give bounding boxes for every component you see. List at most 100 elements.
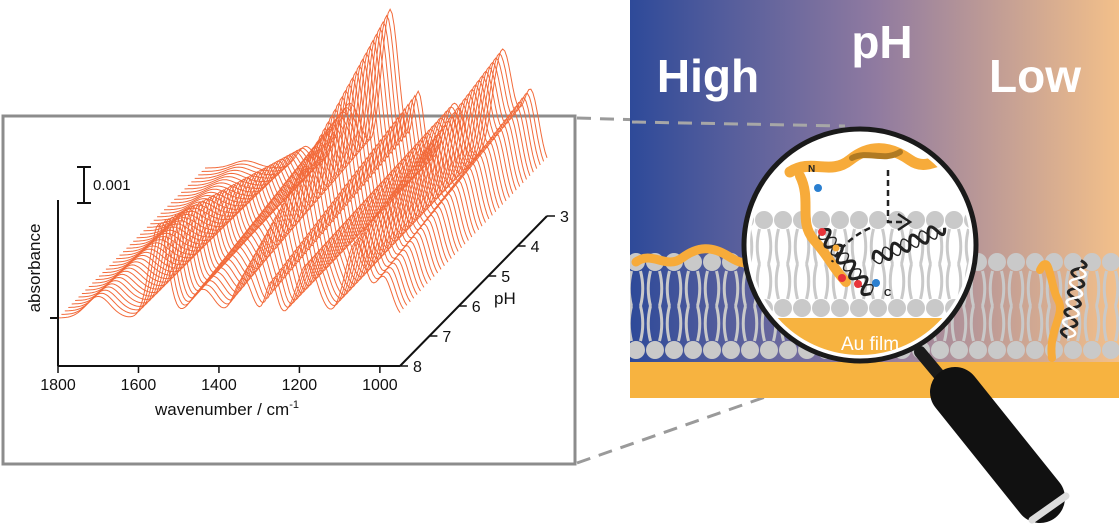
lipid-headgroup xyxy=(665,341,683,359)
lens-lipid-headgroup xyxy=(850,299,868,317)
residue-dot-red xyxy=(838,274,846,282)
lens-lipid-tail xyxy=(774,228,792,265)
ph-tick-label: 7 xyxy=(442,329,451,346)
label-high: High xyxy=(657,50,759,102)
spectrum-trace-ph-7.77 xyxy=(64,219,408,312)
lipid-tail xyxy=(741,305,759,342)
residue-dot-blue-n xyxy=(814,184,822,192)
lipid-tail xyxy=(722,270,740,307)
lipid-headgroup xyxy=(741,341,759,359)
lipid-headgroup xyxy=(760,341,778,359)
lipid-headgroup xyxy=(988,253,1006,271)
lipid-tail xyxy=(988,270,1006,307)
lipid-headgroup xyxy=(779,341,797,359)
x-tick-label: 1000 xyxy=(362,377,398,394)
peptide-ribbon-right xyxy=(1036,260,1065,362)
lipid-tail xyxy=(684,305,702,342)
ph-tick-label: 8 xyxy=(413,359,422,376)
lens-lipid-headgroup xyxy=(831,299,849,317)
lens-lipid-tail xyxy=(926,263,944,300)
lens-lipid-tail xyxy=(869,263,887,300)
lens-lipid-tail xyxy=(774,263,792,300)
lens-content: Au film xyxy=(748,133,972,357)
lipid-tail xyxy=(1083,305,1101,342)
lens-outer-rim xyxy=(741,126,979,364)
c-terminus-label: C xyxy=(884,288,891,299)
lipid-headgroup xyxy=(931,341,949,359)
lipid-headgroup xyxy=(1083,341,1101,359)
lipid-headgroup xyxy=(950,341,968,359)
lipid-tail xyxy=(630,270,645,307)
lipid-tail xyxy=(665,305,683,342)
spectrum-trace-ph-4.74 xyxy=(153,102,497,221)
residue-dot-blue-c xyxy=(872,279,880,287)
y-axis-label: absorbance xyxy=(25,224,44,313)
lens-lipid-tail xyxy=(964,228,972,265)
lipid-tail xyxy=(722,305,740,342)
spectrum-trace-ph-8.00 xyxy=(58,223,401,319)
lens-lipid-headgroup xyxy=(793,299,811,317)
ph-tick-label: 3 xyxy=(560,209,569,226)
magnifier-handle xyxy=(914,346,1070,524)
lens-lipid-headgroup xyxy=(869,299,887,317)
lens-inner-rim xyxy=(746,131,974,359)
lipid-headgroup xyxy=(703,253,721,271)
lipid-tail xyxy=(703,270,721,307)
lipid-headgroup xyxy=(1102,253,1119,271)
lens-lipid-headgroup xyxy=(755,211,773,229)
label-ph: pH xyxy=(851,16,912,68)
lipid-tail xyxy=(630,305,645,342)
lens-lipid-headgroup xyxy=(926,211,944,229)
scale-bar: 0.001 xyxy=(77,166,131,204)
ph-tick-label: 4 xyxy=(531,239,540,256)
residue-dot-red xyxy=(818,228,826,236)
lipid-headgroup xyxy=(1064,341,1082,359)
lipid-headgroup xyxy=(1007,341,1025,359)
ph-tick-label: 5 xyxy=(501,269,510,286)
insertion-arrow-head xyxy=(897,212,913,232)
lens-lipid-headgroup xyxy=(926,299,944,317)
spectrum-trace-ph-7.42 xyxy=(75,214,418,301)
lipid-tail xyxy=(1102,305,1119,342)
lipid-headgroup xyxy=(722,341,740,359)
lens-lipid-headgroup xyxy=(831,211,849,229)
lipid-headgroup xyxy=(969,341,987,359)
x-axis-label: wavenumber / cm-1 xyxy=(154,399,299,419)
ph-axis-line xyxy=(399,215,548,367)
spectrum-trace-ph-7.88 xyxy=(61,221,404,315)
helix-outside xyxy=(1059,259,1088,339)
x-axis-label-main: wavenumber / cm xyxy=(154,400,289,419)
spectra-waterfall xyxy=(58,8,548,319)
spectra-panel: 1800 1600 1400 1200 1000 3 4 5 6 7 8 0.001 absorb… xyxy=(1,8,577,466)
handle-grip xyxy=(930,367,1065,523)
lens-lipid-tail xyxy=(793,263,811,300)
spectrum-trace-ph-7.65 xyxy=(68,218,411,308)
lipid-headgroup xyxy=(1102,341,1119,359)
x-tick-label: 1600 xyxy=(121,377,157,394)
lipid-tail xyxy=(1083,270,1101,307)
x-tick-group: 1800 1600 1400 1200 1000 xyxy=(40,366,398,394)
lens-lipid-tail xyxy=(812,263,830,300)
lens-lipid-headgroup xyxy=(945,211,963,229)
scene-connector-dashes xyxy=(631,120,846,128)
au-film-label: Au film xyxy=(841,334,899,355)
lens-peptide-top-shade xyxy=(849,149,903,161)
lipid-headgroup xyxy=(703,341,721,359)
spectrum-trace-ph-4.86 xyxy=(150,108,493,225)
lens-lipid-tail xyxy=(907,263,925,300)
n-terminus-label: N xyxy=(808,164,815,175)
x-tick-label: 1400 xyxy=(201,377,237,394)
lens-lipid-tail xyxy=(945,228,963,265)
lens-helix-horizontal xyxy=(871,225,947,265)
spectrum-trace-ph-7.53 xyxy=(71,216,415,305)
lipid-headgroup xyxy=(1083,253,1101,271)
lipid-tail xyxy=(969,305,987,342)
lipid-tail xyxy=(1007,305,1025,342)
residue-dot-orange xyxy=(832,244,840,252)
lipid-headgroup xyxy=(630,341,645,359)
lens-lipid-tail xyxy=(869,228,887,265)
lipid-tail xyxy=(684,270,702,307)
spectrum-trace-ph-4.28 xyxy=(167,77,510,207)
tilt-arrow xyxy=(830,226,871,263)
